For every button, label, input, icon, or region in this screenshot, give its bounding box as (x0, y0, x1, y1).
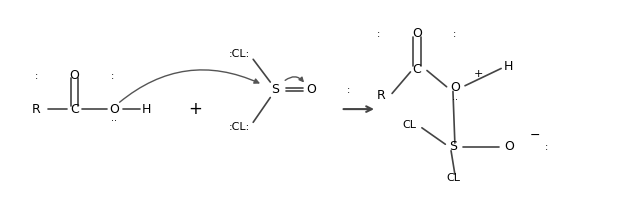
Text: S: S (271, 83, 280, 96)
Text: ··: ·· (452, 95, 458, 105)
Text: :: : (34, 71, 38, 81)
Text: :: : (377, 29, 380, 39)
Text: +: + (474, 69, 483, 78)
Text: O: O (306, 83, 316, 96)
Text: CL: CL (446, 173, 460, 183)
FancyArrowPatch shape (120, 70, 259, 102)
Text: O: O (69, 69, 79, 82)
Text: R: R (32, 103, 41, 116)
Text: CL: CL (402, 120, 416, 130)
Text: C: C (70, 103, 79, 116)
Text: O: O (504, 140, 513, 153)
Text: :: : (347, 85, 350, 95)
Text: :: : (111, 71, 114, 81)
Text: C: C (412, 63, 421, 76)
Text: O: O (412, 27, 422, 40)
Text: R: R (376, 89, 385, 102)
Text: :CL:: :CL: (229, 49, 250, 59)
Text: ··: ·· (111, 116, 117, 126)
Text: :: : (545, 142, 548, 152)
FancyArrowPatch shape (285, 77, 303, 81)
Text: :CL:: :CL: (229, 122, 250, 132)
Text: H: H (141, 103, 151, 116)
Text: O: O (110, 103, 119, 116)
Text: +: + (188, 100, 202, 118)
Text: −: − (530, 129, 541, 142)
Text: H: H (504, 60, 513, 73)
Text: :: : (454, 29, 457, 39)
Text: S: S (449, 140, 457, 153)
Text: O: O (450, 81, 460, 94)
